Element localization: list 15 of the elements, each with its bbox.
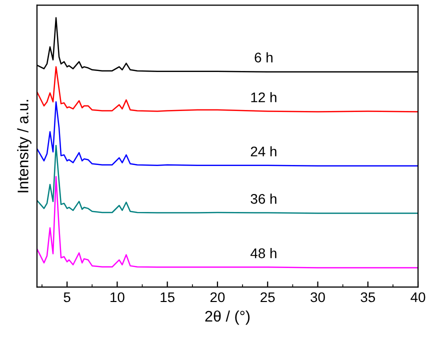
x-tick-label: 40 [410, 292, 426, 302]
x-tick-label: 20 [210, 292, 225, 302]
x-tick-label: 30 [310, 292, 325, 302]
y-axis-title: Intensity / a.u. [17, 100, 32, 192]
series-label: 12 h [251, 92, 276, 102]
series-label: 24 h [250, 146, 276, 156]
x-tick-label: 35 [360, 292, 376, 302]
x-tick-label: 10 [110, 292, 124, 302]
x-tick-label: 5 [64, 292, 70, 302]
series-label: 36 h [250, 194, 276, 204]
x-tick-label: 15 [160, 292, 174, 302]
x-axis-title: 2θ / (°) [205, 310, 250, 325]
x-tick-label: 25 [260, 292, 275, 302]
series-label: 48 h [250, 248, 276, 258]
series-label: 6 h [254, 52, 272, 62]
